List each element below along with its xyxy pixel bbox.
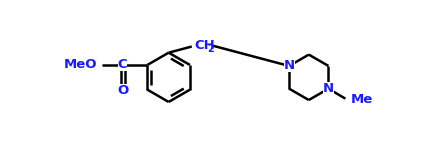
Text: N: N bbox=[284, 59, 295, 72]
Text: O: O bbox=[117, 84, 128, 97]
Text: MeO: MeO bbox=[64, 59, 97, 72]
Text: C: C bbox=[118, 59, 127, 72]
Text: N: N bbox=[323, 82, 334, 95]
Text: Me: Me bbox=[351, 93, 373, 106]
Text: CH: CH bbox=[195, 39, 216, 52]
Text: 2: 2 bbox=[207, 44, 214, 54]
